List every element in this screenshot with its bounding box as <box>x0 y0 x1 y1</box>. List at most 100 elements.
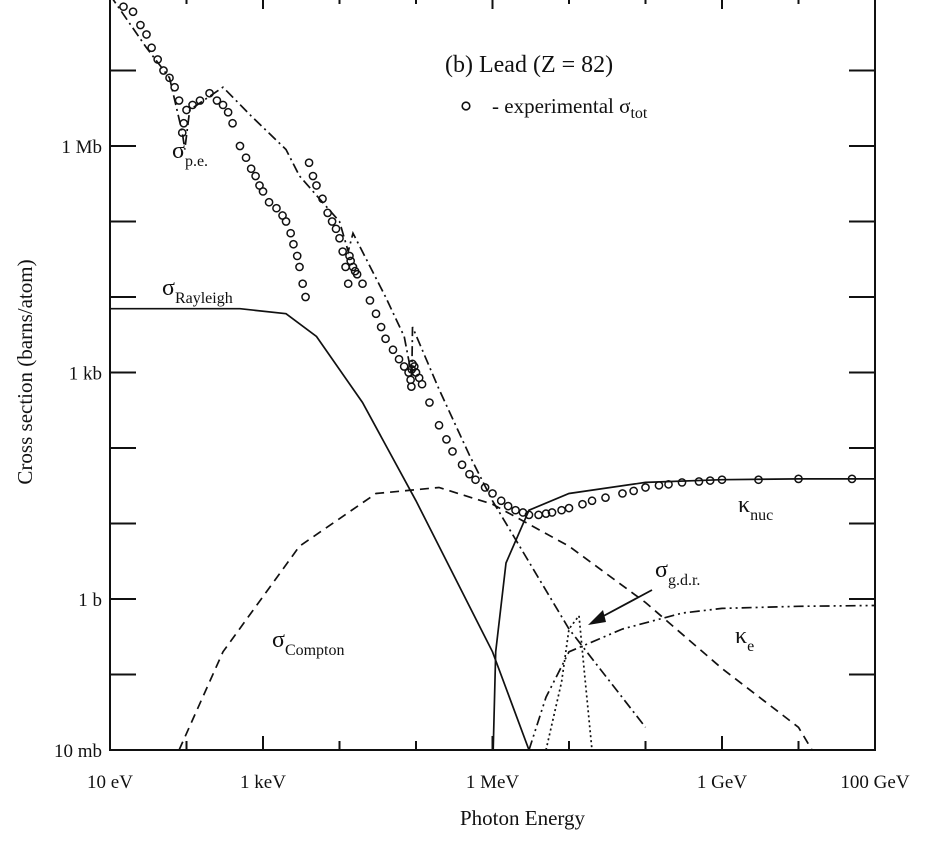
data-point <box>496 496 506 506</box>
data-point <box>471 475 480 485</box>
data-point <box>654 481 664 490</box>
data-point <box>381 334 390 344</box>
data-point <box>541 509 551 519</box>
series-rayleigh <box>110 307 530 750</box>
x-tick-label: 1 keV <box>240 772 286 793</box>
tick-labels: 10 eV 1 keV 1 MeV 1 GeV 100 GeV 10 mb 1 b 1 kb 1… <box>54 137 910 793</box>
series-nuc <box>492 478 875 750</box>
data-point <box>511 505 520 515</box>
data-point <box>376 322 386 332</box>
data-point <box>629 486 639 496</box>
data-point <box>641 483 650 492</box>
data-point <box>425 398 434 407</box>
curve-label-rayleigh: σRayleigh <box>162 275 233 307</box>
data-point <box>794 474 803 484</box>
data-point <box>394 354 404 364</box>
series-p-e <box>112 0 647 728</box>
data-point <box>564 503 574 513</box>
data-point <box>327 217 337 226</box>
data-point <box>465 469 474 479</box>
data-point <box>434 420 444 430</box>
data-point <box>258 187 268 196</box>
data-point <box>298 279 308 289</box>
data-point <box>179 118 189 128</box>
data-point <box>524 510 534 520</box>
data-point <box>335 233 344 243</box>
legend: - experimental σtot <box>461 94 648 122</box>
chart-title: (b) Lead (Z = 82) <box>445 52 613 78</box>
data-point <box>264 197 274 207</box>
curve-label-pe: σp.e. <box>172 138 208 170</box>
x-tick-label: 10 eV <box>87 772 133 793</box>
data-point <box>371 309 381 319</box>
data-point <box>165 73 174 83</box>
data-point <box>241 153 251 163</box>
data-point <box>228 118 237 128</box>
data-point <box>119 2 128 12</box>
data-point <box>289 239 298 249</box>
data-point <box>358 279 367 289</box>
series-experimental-tot <box>119 2 857 520</box>
data-point <box>399 362 409 371</box>
y-tick-label: 10 mb <box>54 741 102 762</box>
data-point <box>295 262 304 272</box>
data-point <box>601 493 610 502</box>
data-point <box>534 510 543 520</box>
data-point <box>128 7 138 17</box>
data-point <box>406 375 415 385</box>
data-point <box>182 105 191 115</box>
data-point <box>457 460 467 470</box>
data-point <box>578 499 587 509</box>
data-point <box>205 88 214 98</box>
data-point <box>664 480 673 489</box>
data-point <box>272 203 281 213</box>
data-point <box>557 505 566 515</box>
data-point <box>292 251 302 261</box>
data-point <box>323 208 332 218</box>
data-point <box>754 475 763 485</box>
data-point <box>345 251 354 261</box>
data-point <box>142 30 151 39</box>
data-point <box>388 345 398 355</box>
data-point <box>488 489 497 498</box>
data-point <box>170 82 179 92</box>
data-point <box>705 476 715 485</box>
data-point <box>587 496 597 506</box>
curve-label-gdr: σg.d.r. <box>655 557 700 589</box>
data-point <box>331 224 341 234</box>
data-point <box>547 508 557 517</box>
x-tick-label: 100 GeV <box>840 772 909 793</box>
data-point <box>409 362 419 371</box>
data-point <box>177 128 187 138</box>
data-point <box>147 43 156 53</box>
data-point <box>318 194 327 204</box>
y-tick-label: 1 b <box>78 590 102 611</box>
curve-labels: σp.e. σRayleigh σCompton κnuc κe σg.d.r. <box>162 138 773 659</box>
data-point <box>223 107 233 117</box>
legend-marker-icon <box>461 101 471 111</box>
data-point <box>503 501 513 511</box>
data-point <box>251 171 260 181</box>
data-point <box>343 279 353 289</box>
gdr-arrow-icon <box>588 589 653 625</box>
data-point <box>442 435 451 444</box>
data-point <box>301 292 310 302</box>
data-point <box>365 296 375 305</box>
curve-label-nuc: κnuc <box>738 492 773 524</box>
data-point <box>246 164 256 174</box>
data-point <box>153 55 163 64</box>
legend-label: - experimental σtot <box>492 94 648 122</box>
data-point <box>212 96 222 105</box>
data-point <box>448 447 457 456</box>
data-point <box>677 478 687 487</box>
data-point <box>218 100 228 110</box>
data-point <box>338 247 348 256</box>
data-point <box>312 181 321 190</box>
data-point <box>281 217 291 226</box>
x-axis-title: Photon Energy <box>460 806 586 830</box>
data-point <box>480 483 490 492</box>
data-point <box>694 477 704 486</box>
x-tick-label: 1 GeV <box>697 772 747 793</box>
axis-ticks <box>109 0 876 751</box>
